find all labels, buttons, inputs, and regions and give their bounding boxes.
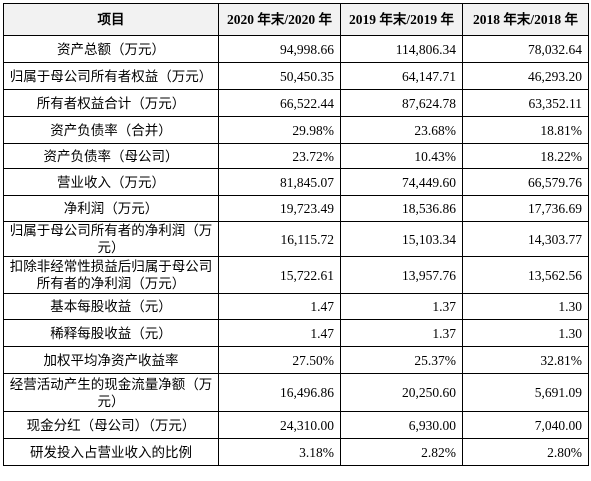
value-cell: 15,722.61 <box>218 256 341 294</box>
value-cell: 3.18% <box>218 438 341 466</box>
header-cell: 2020 年末/2020 年 <box>218 3 341 36</box>
value-cell: 7,040.00 <box>462 411 589 439</box>
table-row: 净利润（万元） 19,723.49 18,536.86 17,736.69 <box>3 195 589 222</box>
table-row: 归属于母公司所有者的净利润（万元） 16,115.72 15,103.34 14,30… <box>3 221 589 257</box>
value-cell: 1.47 <box>218 293 341 320</box>
table-row: 营业收入（万元） 81,845.07 74,449.60 66,579.76 <box>3 168 589 196</box>
value-cell: 2.80% <box>462 438 589 466</box>
row-label: 净利润（万元） <box>3 195 219 222</box>
value-cell: 2.82% <box>340 438 463 466</box>
value-cell: 94,998.66 <box>218 35 341 63</box>
value-cell: 81,845.07 <box>218 168 341 196</box>
value-cell: 10.43% <box>340 143 463 169</box>
row-label: 资产总额（万元） <box>3 35 219 63</box>
row-label: 研发投入占营业收入的比例 <box>3 438 219 466</box>
value-cell: 1.37 <box>340 293 463 320</box>
row-label: 所有者权益合计（万元） <box>3 89 219 117</box>
value-cell: 23.68% <box>340 116 463 144</box>
table-row: 资产总额（万元） 94,998.66 114,806.34 78,032.64 <box>3 35 589 63</box>
table-row: 加权平均净资产收益率 27.50% 25.37% 32.81% <box>3 346 589 374</box>
value-cell: 16,496.86 <box>218 373 341 412</box>
value-cell: 23.72% <box>218 143 341 169</box>
value-cell: 18.22% <box>462 143 589 169</box>
value-cell: 13,562.56 <box>462 256 589 294</box>
value-cell: 25.37% <box>340 346 463 374</box>
value-cell: 18.81% <box>462 116 589 144</box>
table-row: 稀释每股收益（元） 1.47 1.37 1.30 <box>3 319 589 347</box>
row-label: 归属于母公司所有者的净利润（万元） <box>3 221 219 257</box>
value-cell: 74,449.60 <box>340 168 463 196</box>
table-row: 资产负债率（母公司） 23.72% 10.43% 18.22% <box>3 143 589 169</box>
value-cell: 64,147.71 <box>340 62 463 90</box>
value-cell: 27.50% <box>218 346 341 374</box>
value-cell: 32.81% <box>462 346 589 374</box>
value-cell: 24,310.00 <box>218 411 341 439</box>
header-cell: 2019 年末/2019 年 <box>340 3 463 36</box>
table-row: 研发投入占营业收入的比例 3.18% 2.82% 2.80% <box>3 438 589 466</box>
value-cell: 46,293.20 <box>462 62 589 90</box>
row-label: 扣除非经常性损益后归属于母公司所有者的净利润（万元） <box>3 256 219 294</box>
header-cell: 项目 <box>3 3 219 36</box>
value-cell: 18,536.86 <box>340 195 463 222</box>
value-cell: 17,736.69 <box>462 195 589 222</box>
table-row: 扣除非经常性损益后归属于母公司所有者的净利润（万元） 15,722.61 13,95… <box>3 256 589 294</box>
value-cell: 20,250.60 <box>340 373 463 412</box>
table-row: 经营活动产生的现金流量净额（万元） 16,496.86 20,250.60 5,691… <box>3 373 589 412</box>
value-cell: 66,522.44 <box>218 89 341 117</box>
table-row: 所有者权益合计（万元） 66,522.44 87,624.78 63,352.11 <box>3 89 589 117</box>
row-label: 经营活动产生的现金流量净额（万元） <box>3 373 219 412</box>
value-cell: 87,624.78 <box>340 89 463 117</box>
value-cell: 6,930.00 <box>340 411 463 439</box>
row-label: 基本每股收益（元） <box>3 293 219 320</box>
row-label: 资产负债率（母公司） <box>3 143 219 169</box>
table-body: 资产总额（万元） 94,998.66 114,806.34 78,032.64 归属于母… <box>3 35 589 466</box>
header-cell: 2018 年末/2018 年 <box>462 3 589 36</box>
table-row: 资产负债率（合并） 29.98% 23.68% 18.81% <box>3 116 589 144</box>
value-cell: 1.37 <box>340 319 463 347</box>
value-cell: 50,450.35 <box>218 62 341 90</box>
table-row: 现金分红（母公司）（万元） 24,310.00 6,930.00 7,040.00 <box>3 411 589 439</box>
row-label: 营业收入（万元） <box>3 168 219 196</box>
row-label: 现金分红（母公司）（万元） <box>3 411 219 439</box>
value-cell: 14,303.77 <box>462 221 589 257</box>
value-cell: 78,032.64 <box>462 35 589 63</box>
row-label: 资产负债率（合并） <box>3 116 219 144</box>
row-label: 归属于母公司所有者权益（万元） <box>3 62 219 90</box>
value-cell: 63,352.11 <box>462 89 589 117</box>
value-cell: 5,691.09 <box>462 373 589 412</box>
value-cell: 114,806.34 <box>340 35 463 63</box>
row-label: 加权平均净资产收益率 <box>3 346 219 374</box>
value-cell: 16,115.72 <box>218 221 341 257</box>
header-row: 项目 2020 年末/2020 年 2019 年末/2019 年 2018 年末/20… <box>3 3 589 36</box>
value-cell: 19,723.49 <box>218 195 341 222</box>
data-table: 项目 2020 年末/2020 年 2019 年末/2019 年 2018 年末/20… <box>3 3 589 466</box>
table-row: 归属于母公司所有者权益（万元） 50,450.35 64,147.71 46,293.… <box>3 62 589 90</box>
value-cell: 1.47 <box>218 319 341 347</box>
value-cell: 66,579.76 <box>462 168 589 196</box>
value-cell: 29.98% <box>218 116 341 144</box>
value-cell: 15,103.34 <box>340 221 463 257</box>
table-row: 基本每股收益（元） 1.47 1.37 1.30 <box>3 293 589 320</box>
row-label: 稀释每股收益（元） <box>3 319 219 347</box>
value-cell: 1.30 <box>462 319 589 347</box>
value-cell: 1.30 <box>462 293 589 320</box>
value-cell: 13,957.76 <box>340 256 463 294</box>
